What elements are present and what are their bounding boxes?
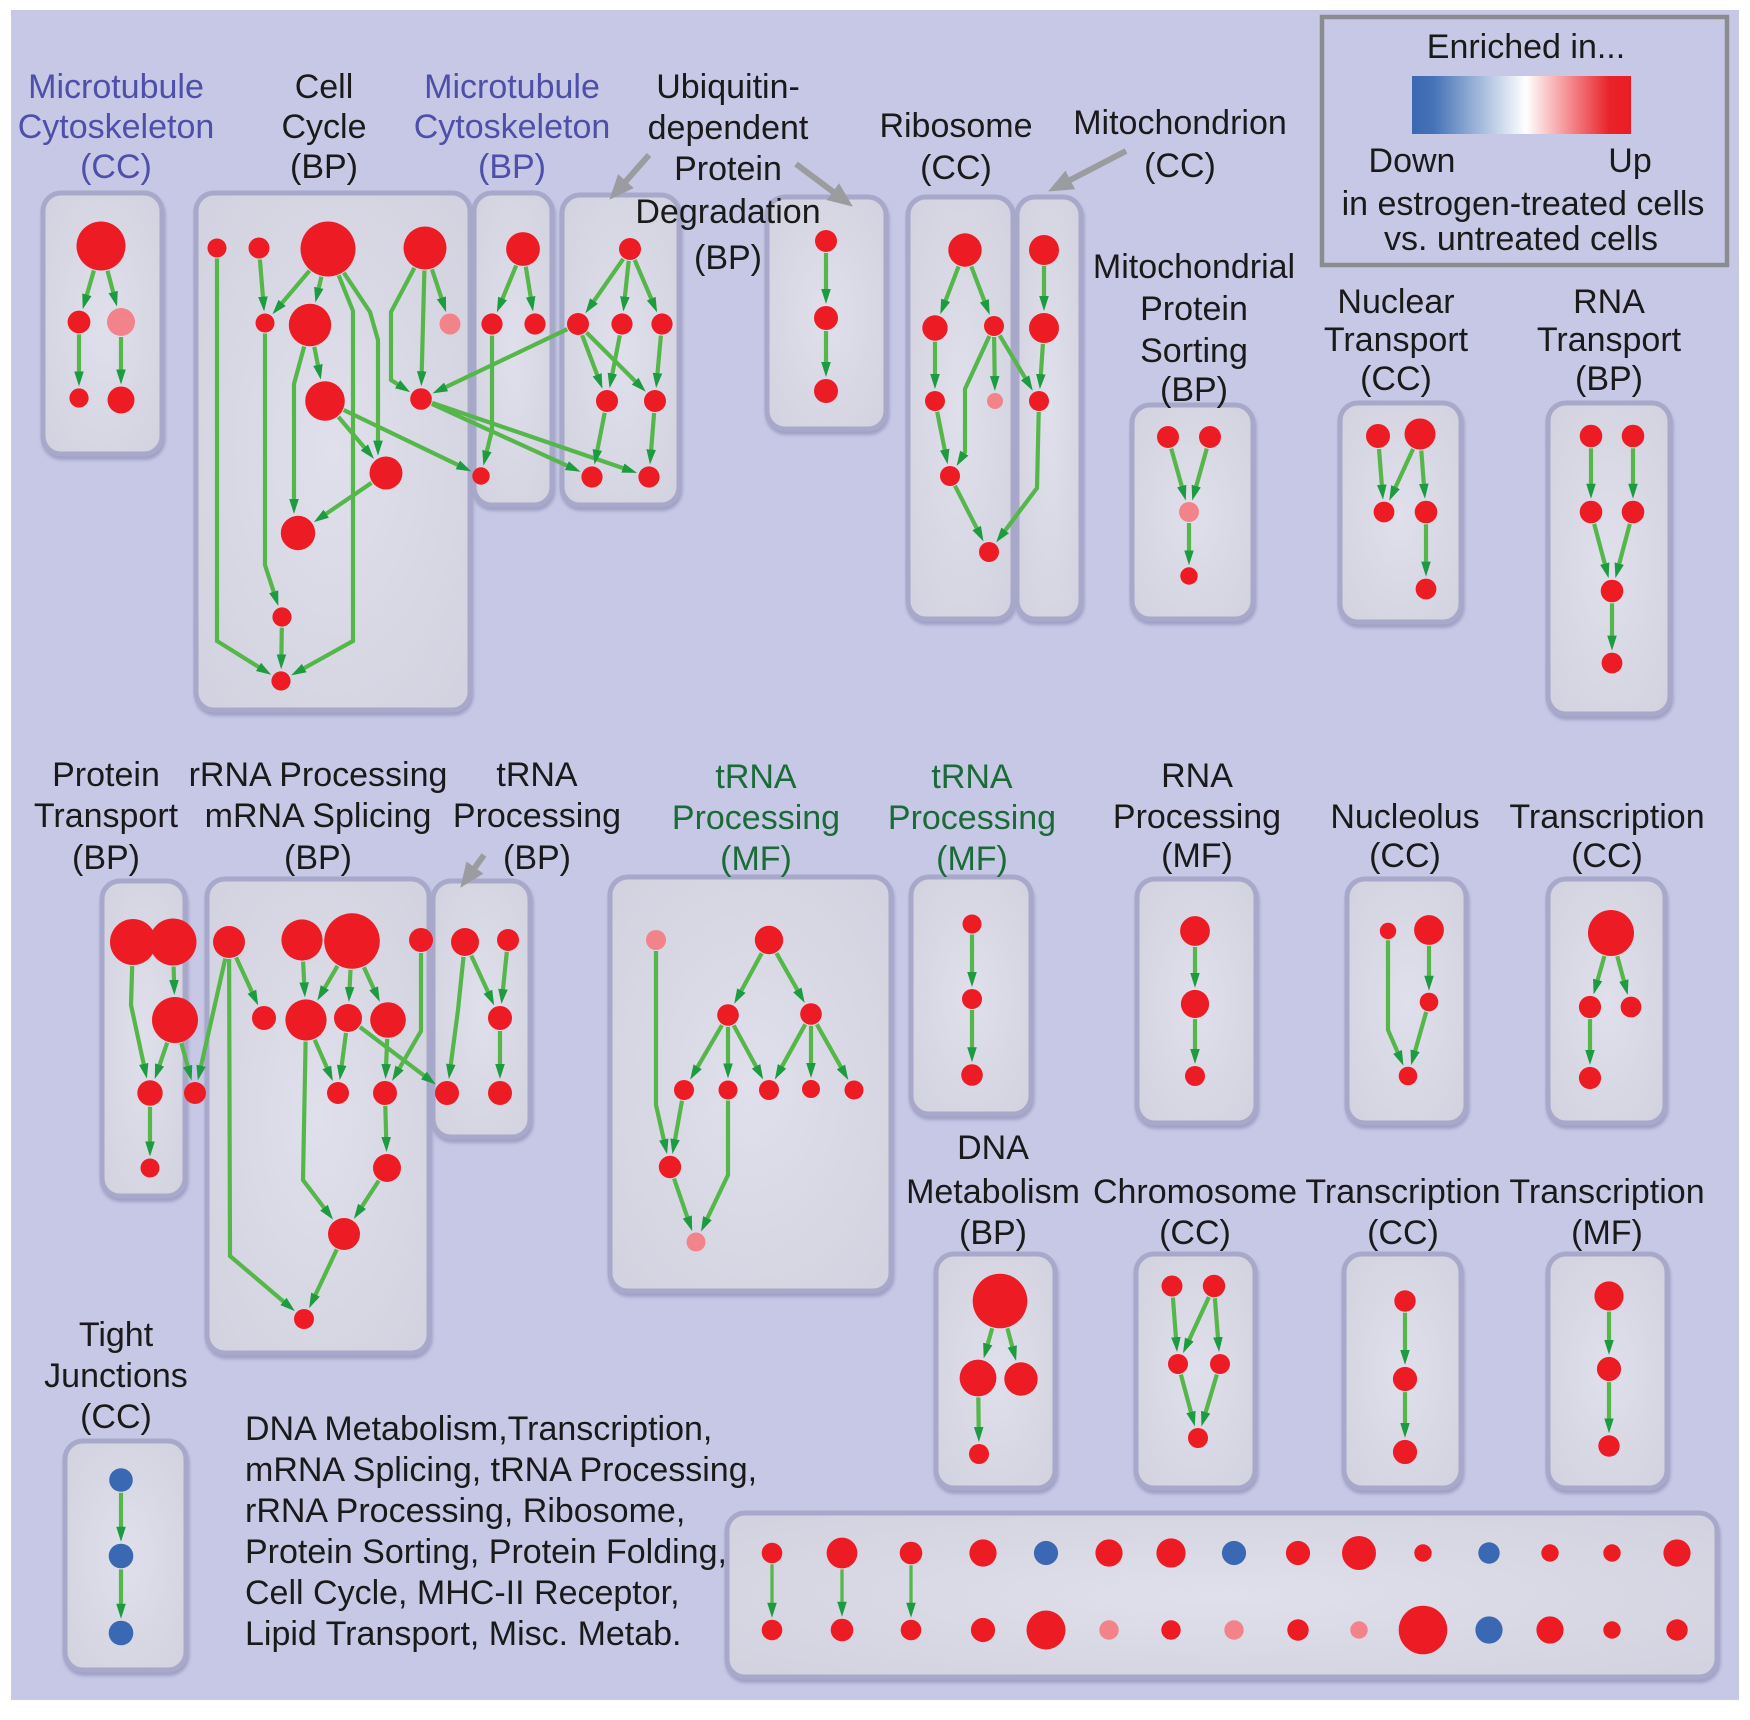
svg-text:Mitochondrial: Mitochondrial bbox=[1093, 248, 1295, 286]
svg-text:Enriched in...: Enriched in... bbox=[1427, 28, 1625, 66]
svg-text:tRNA: tRNA bbox=[931, 758, 1013, 796]
svg-text:(MF): (MF) bbox=[1571, 1214, 1643, 1252]
svg-text:Transport: Transport bbox=[1537, 321, 1682, 359]
svg-text:(CC): (CC) bbox=[1360, 360, 1432, 398]
svg-text:in estrogen-treated cells: in estrogen-treated cells bbox=[1342, 185, 1705, 223]
svg-text:Microtubule: Microtubule bbox=[28, 68, 204, 106]
svg-text:Processing: Processing bbox=[453, 797, 621, 835]
svg-text:(CC): (CC) bbox=[1159, 1214, 1231, 1252]
svg-text:Down: Down bbox=[1369, 142, 1456, 180]
svg-text:DNA Metabolism,Transcription,: DNA Metabolism,Transcription, bbox=[245, 1410, 712, 1448]
svg-text:(BP): (BP) bbox=[1575, 360, 1643, 398]
svg-text:rRNA Processing: rRNA Processing bbox=[189, 756, 448, 794]
svg-text:Processing: Processing bbox=[672, 799, 840, 837]
svg-text:(CC): (CC) bbox=[80, 148, 152, 186]
svg-text:Degradation: Degradation bbox=[635, 193, 820, 231]
svg-text:Nuclear: Nuclear bbox=[1337, 283, 1454, 321]
svg-text:RNA: RNA bbox=[1161, 757, 1233, 795]
svg-text:mRNA Splicing, tRNA Processing: mRNA Splicing, tRNA Processing, bbox=[245, 1451, 757, 1489]
svg-text:(BP): (BP) bbox=[503, 839, 571, 877]
svg-text:(CC): (CC) bbox=[80, 1398, 152, 1436]
svg-text:mRNA Splicing: mRNA Splicing bbox=[205, 797, 432, 835]
svg-text:rRNA Processing, Ribosome,: rRNA Processing, Ribosome, bbox=[245, 1492, 685, 1530]
svg-text:Transport: Transport bbox=[34, 797, 179, 835]
svg-text:(CC): (CC) bbox=[1144, 147, 1216, 185]
svg-text:RNA: RNA bbox=[1573, 283, 1645, 321]
svg-text:dependent: dependent bbox=[648, 109, 809, 147]
svg-text:Chromosome: Chromosome bbox=[1093, 1173, 1297, 1211]
svg-text:(MF): (MF) bbox=[936, 840, 1008, 878]
svg-text:Protein: Protein bbox=[674, 150, 782, 188]
svg-text:(BP): (BP) bbox=[1160, 371, 1228, 409]
svg-text:(MF): (MF) bbox=[720, 840, 792, 878]
svg-text:(CC): (CC) bbox=[920, 149, 992, 187]
svg-text:(BP): (BP) bbox=[72, 839, 140, 877]
svg-text:Protein: Protein bbox=[1140, 290, 1248, 328]
svg-text:Ubiquitin-: Ubiquitin- bbox=[656, 68, 800, 106]
svg-text:Cycle: Cycle bbox=[281, 108, 366, 146]
svg-text:Transcription: Transcription bbox=[1509, 1173, 1704, 1211]
svg-text:Processing: Processing bbox=[1113, 798, 1281, 836]
svg-text:Processing: Processing bbox=[888, 799, 1056, 837]
svg-text:(CC): (CC) bbox=[1367, 1214, 1439, 1252]
svg-text:vs. untreated cells: vs. untreated cells bbox=[1384, 220, 1658, 258]
svg-text:tRNA: tRNA bbox=[715, 758, 797, 796]
svg-text:(BP): (BP) bbox=[290, 148, 358, 186]
svg-text:Cytoskeleton: Cytoskeleton bbox=[18, 108, 215, 146]
svg-text:Cell Cycle, MHC-II Receptor,: Cell Cycle, MHC-II Receptor, bbox=[245, 1574, 680, 1612]
svg-text:(CC): (CC) bbox=[1571, 837, 1643, 875]
svg-text:Nucleolus: Nucleolus bbox=[1330, 798, 1479, 836]
svg-text:Protein: Protein bbox=[52, 756, 160, 794]
svg-text:(BP): (BP) bbox=[284, 839, 352, 877]
svg-text:tRNA: tRNA bbox=[496, 756, 578, 794]
svg-text:Sorting: Sorting bbox=[1140, 332, 1248, 370]
svg-text:(BP): (BP) bbox=[959, 1214, 1027, 1252]
svg-text:Metabolism: Metabolism bbox=[906, 1173, 1080, 1211]
svg-text:Tight: Tight bbox=[79, 1316, 154, 1354]
svg-text:Up: Up bbox=[1608, 142, 1651, 180]
svg-text:Ribosome: Ribosome bbox=[879, 107, 1032, 145]
svg-text:DNA: DNA bbox=[957, 1129, 1029, 1167]
svg-text:Transport: Transport bbox=[1324, 321, 1469, 359]
svg-text:Cytoskeleton: Cytoskeleton bbox=[414, 108, 611, 146]
svg-text:Mitochondrion: Mitochondrion bbox=[1073, 104, 1287, 142]
svg-text:(BP): (BP) bbox=[478, 148, 546, 186]
svg-text:(CC): (CC) bbox=[1369, 837, 1441, 875]
svg-text:Junctions: Junctions bbox=[44, 1357, 188, 1395]
svg-text:Cell: Cell bbox=[295, 68, 354, 106]
svg-text:Transcription: Transcription bbox=[1509, 798, 1704, 836]
svg-text:Protein Sorting, Protein Foldi: Protein Sorting, Protein Folding, bbox=[245, 1533, 727, 1571]
svg-text:(MF): (MF) bbox=[1161, 837, 1233, 875]
svg-text:Transcription: Transcription bbox=[1305, 1173, 1500, 1211]
svg-text:(BP): (BP) bbox=[694, 239, 762, 277]
svg-text:Microtubule: Microtubule bbox=[424, 68, 600, 106]
svg-text:Lipid Transport, Misc. Metab.: Lipid Transport, Misc. Metab. bbox=[245, 1615, 682, 1653]
